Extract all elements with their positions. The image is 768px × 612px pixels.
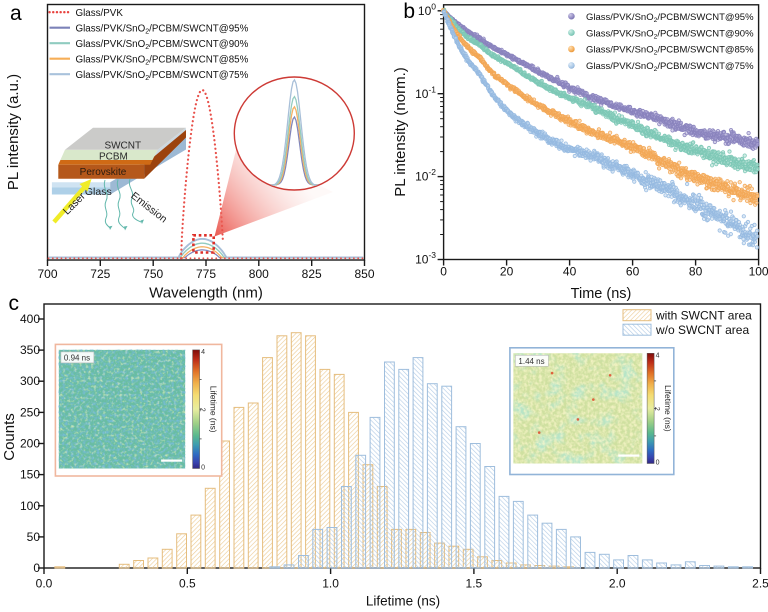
svg-text:Glass/PVK/SnO2/PCBM/SWCNT@95%: Glass/PVK/SnO2/PCBM/SWCNT@95% [586, 12, 754, 24]
svg-text:725: 725 [90, 267, 110, 281]
svg-text:Glass/PVK/SnO2/PCBM/SWCNT@90%: Glass/PVK/SnO2/PCBM/SWCNT@90% [586, 28, 754, 40]
svg-text:Counts: Counts [1, 413, 18, 461]
svg-text:0: 0 [201, 465, 205, 472]
svg-text:2.0: 2.0 [609, 577, 626, 591]
svg-text:0.0: 0.0 [36, 577, 53, 591]
svg-text:with SWCNT area: with SWCNT area [655, 308, 752, 322]
svg-text:Lifetime (ns): Lifetime (ns) [209, 386, 219, 433]
svg-text:750: 750 [143, 267, 163, 281]
svg-text:300: 300 [20, 374, 40, 388]
svg-text:850: 850 [354, 267, 374, 281]
svg-text:200: 200 [20, 437, 40, 451]
svg-text:60: 60 [626, 265, 640, 279]
svg-text:Glass/PVK/SnO2/PCBM/SWCNT@85%: Glass/PVK/SnO2/PCBM/SWCNT@85% [586, 45, 754, 57]
svg-text:c: c [9, 292, 20, 315]
svg-text:825: 825 [302, 267, 322, 281]
svg-text:800: 800 [249, 267, 269, 281]
svg-text:2.5: 2.5 [752, 577, 768, 591]
svg-text:20: 20 [500, 265, 514, 279]
svg-text:1.5: 1.5 [466, 577, 483, 591]
svg-text:0.5: 0.5 [179, 577, 196, 591]
svg-text:700: 700 [37, 267, 57, 281]
svg-text:1.44 ns: 1.44 ns [518, 357, 544, 366]
svg-text:4: 4 [656, 352, 660, 359]
svg-text:150: 150 [20, 468, 40, 482]
svg-text:Lifetime (ns): Lifetime (ns) [366, 594, 440, 609]
svg-text:Glass: Glass [85, 186, 112, 198]
svg-text:Glass/PVK/SnO2/PCBM/SWCNT@75%: Glass/PVK/SnO2/PCBM/SWCNT@75% [586, 61, 754, 73]
svg-text:0.94 ns: 0.94 ns [64, 353, 90, 362]
svg-text:w/o SWCNT area: w/o SWCNT area [655, 323, 749, 337]
svg-text:50: 50 [27, 530, 41, 544]
svg-text:2: 2 [653, 407, 660, 411]
svg-text:2: 2 [199, 408, 206, 412]
svg-text:100: 100 [20, 499, 40, 513]
svg-text:80: 80 [689, 265, 703, 279]
svg-text:0: 0 [440, 265, 447, 279]
svg-text:PL intensity (a.u.): PL intensity (a.u.) [5, 74, 22, 190]
svg-text:Lifetime (ns): Lifetime (ns) [663, 385, 673, 432]
svg-text:Time (ns): Time (ns) [571, 286, 632, 302]
svg-text:0: 0 [33, 561, 40, 575]
svg-text:Wavelength (nm): Wavelength (nm) [149, 285, 263, 302]
svg-text:4: 4 [201, 349, 205, 356]
svg-text:a: a [10, 2, 22, 25]
svg-text:Glass/PVK/SnO2/PCBM/SWCNT@75%: Glass/PVK/SnO2/PCBM/SWCNT@75% [76, 70, 249, 82]
svg-text:Glass/PVK/SnO2/PCBM/SWCNT@85%: Glass/PVK/SnO2/PCBM/SWCNT@85% [76, 54, 249, 66]
svg-text:Glass/PVK/SnO2/PCBM/SWCNT@90%: Glass/PVK/SnO2/PCBM/SWCNT@90% [76, 39, 249, 51]
svg-text:40: 40 [563, 265, 577, 279]
svg-text:Perovskite: Perovskite [80, 167, 127, 178]
svg-text:250: 250 [20, 405, 40, 419]
svg-text:PCBM: PCBM [99, 151, 128, 162]
svg-text:Glass/PVK: Glass/PVK [76, 8, 124, 19]
svg-text:SWCNT: SWCNT [104, 141, 141, 152]
svg-text:350: 350 [20, 343, 40, 357]
svg-text:400: 400 [20, 312, 40, 326]
svg-text:Glass/PVK/SnO2/PCBM/SWCNT@95%: Glass/PVK/SnO2/PCBM/SWCNT@95% [76, 23, 249, 35]
svg-text:775: 775 [196, 267, 216, 281]
svg-text:1.0: 1.0 [322, 577, 339, 591]
svg-text:100: 100 [749, 265, 768, 279]
svg-text:b: b [403, 0, 415, 23]
svg-text:0: 0 [656, 460, 660, 467]
svg-text:PL intensity (norm.): PL intensity (norm.) [392, 67, 409, 197]
